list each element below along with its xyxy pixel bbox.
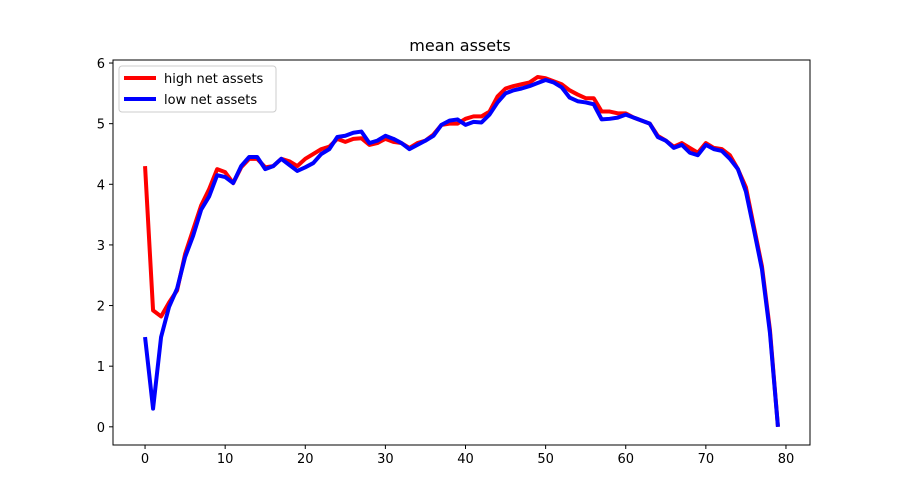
x-tick-label: 50 [537, 452, 554, 467]
y-tick-label: 2 [97, 300, 105, 315]
x-tick-label: 60 [617, 452, 634, 467]
legend: high net assets low net assets [118, 65, 277, 113]
legend-label-low: low net assets [164, 93, 257, 108]
plot-area: 0 10 20 30 40 50 60 70 80 0 1 2 3 4 5 6 [97, 57, 811, 467]
x-tick-label: 70 [698, 452, 715, 467]
y-axis: 0 1 2 3 4 5 6 [97, 57, 113, 436]
y-tick-label: 0 [97, 421, 105, 436]
series-line-low [143, 78, 780, 427]
series-layer [143, 74, 780, 427]
chart-title: mean assets [409, 36, 510, 55]
legend-label-high: high net assets [164, 72, 264, 87]
y-tick-label: 5 [97, 118, 105, 133]
x-tick-label: 10 [217, 452, 234, 467]
legend-box [118, 65, 277, 113]
axes-frame [112, 59, 811, 446]
x-tick-label: 40 [457, 452, 474, 467]
x-tick-label: 0 [141, 452, 149, 467]
x-tick-label: 20 [297, 452, 314, 467]
x-tick-label: 80 [778, 452, 795, 467]
y-tick-label: 3 [97, 239, 105, 254]
x-axis: 0 10 20 30 40 50 60 70 80 [141, 445, 794, 467]
y-tick-label: 6 [97, 57, 105, 72]
y-tick-label: 1 [97, 360, 105, 375]
x-tick-label: 30 [377, 452, 394, 467]
y-tick-label: 4 [97, 178, 105, 193]
